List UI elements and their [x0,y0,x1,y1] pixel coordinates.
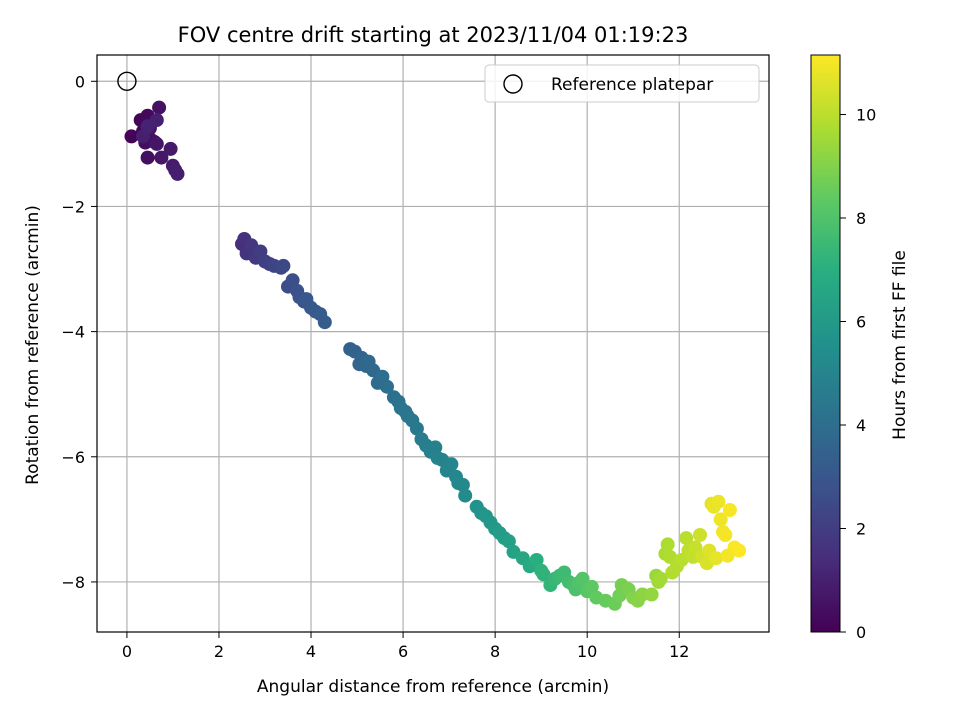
data-point [529,553,544,567]
data-point [428,440,443,455]
grid-lines [97,55,769,632]
colorbar-tick-label: 2 [856,520,866,539]
x-tick-label: 2 [214,642,224,661]
data-point [163,141,178,156]
data-point [679,531,694,546]
legend-entry-label: Reference platepar [551,75,713,95]
data-point [276,258,291,273]
data-point [140,119,155,134]
x-tick-label: 12 [669,642,689,661]
data-point [584,579,599,594]
legend-reference-marker [503,74,523,94]
x-tick-label: 6 [398,642,408,661]
colorbar-tick-label: 10 [856,106,876,125]
x-tick-label: 0 [122,642,132,661]
data-point [718,528,733,542]
y-tick-label: −6 [61,448,85,467]
data-point [152,100,167,115]
data-point [455,477,470,492]
colorbar-ticks: 0 2 4 6 8 10 [840,106,876,642]
data-point [285,273,300,288]
colorbar-label: Hours from first FF file [890,250,910,440]
y-tick-label: −4 [61,323,85,342]
y-axis-label: Rotation from reference (arcmin) [23,205,43,485]
colorbar-gradient [810,54,841,633]
legend: Reference platepar [484,64,760,103]
legend-box [484,64,760,103]
data-point [575,571,590,586]
y-tick-label: −2 [61,197,85,216]
data-point [458,488,473,503]
data-point [501,534,516,549]
data-point [536,567,551,582]
data-point [732,543,747,558]
colorbar-tick-label: 0 [856,623,866,642]
colorbar: 0 2 4 6 8 10 Hours from first FF file [810,54,910,642]
data-point [720,548,735,563]
data-point [317,315,332,330]
x-axis-label: Angular distance from reference (arcmin) [257,677,609,697]
data-point [653,571,668,586]
data-point [124,129,139,144]
reference-marker-layer [117,71,137,91]
reference-platepar-marker [117,71,137,91]
data-point [711,494,726,509]
y-tick-label: −8 [61,573,85,592]
data-point [693,528,707,542]
colorbar-tick-label: 4 [856,416,866,435]
data-point [149,136,164,151]
data-point [713,512,728,527]
data-point [409,421,424,436]
x-tick-label: 10 [577,642,597,661]
axis-ticks: 0 2 4 6 8 10 12 0 −2 −4 −6 −8 [61,72,689,661]
colorbar-tick-label: 6 [856,313,866,332]
chart-title: FOV centre drift starting at 2023/11/04 … [178,23,689,47]
data-point [660,537,675,552]
data-point [444,457,459,472]
data-point [722,503,737,517]
colorbar-tick-label: 8 [856,209,866,228]
data-point [709,551,724,566]
data-point [170,166,185,181]
data-point [644,587,659,602]
x-tick-label: 4 [306,642,316,661]
data-point [140,150,155,165]
y-tick-label: 0 [75,72,85,91]
data-point [154,150,169,165]
data-point [380,379,394,394]
x-tick-label: 8 [490,642,500,661]
data-points [124,100,747,611]
plot-frame [96,54,770,633]
